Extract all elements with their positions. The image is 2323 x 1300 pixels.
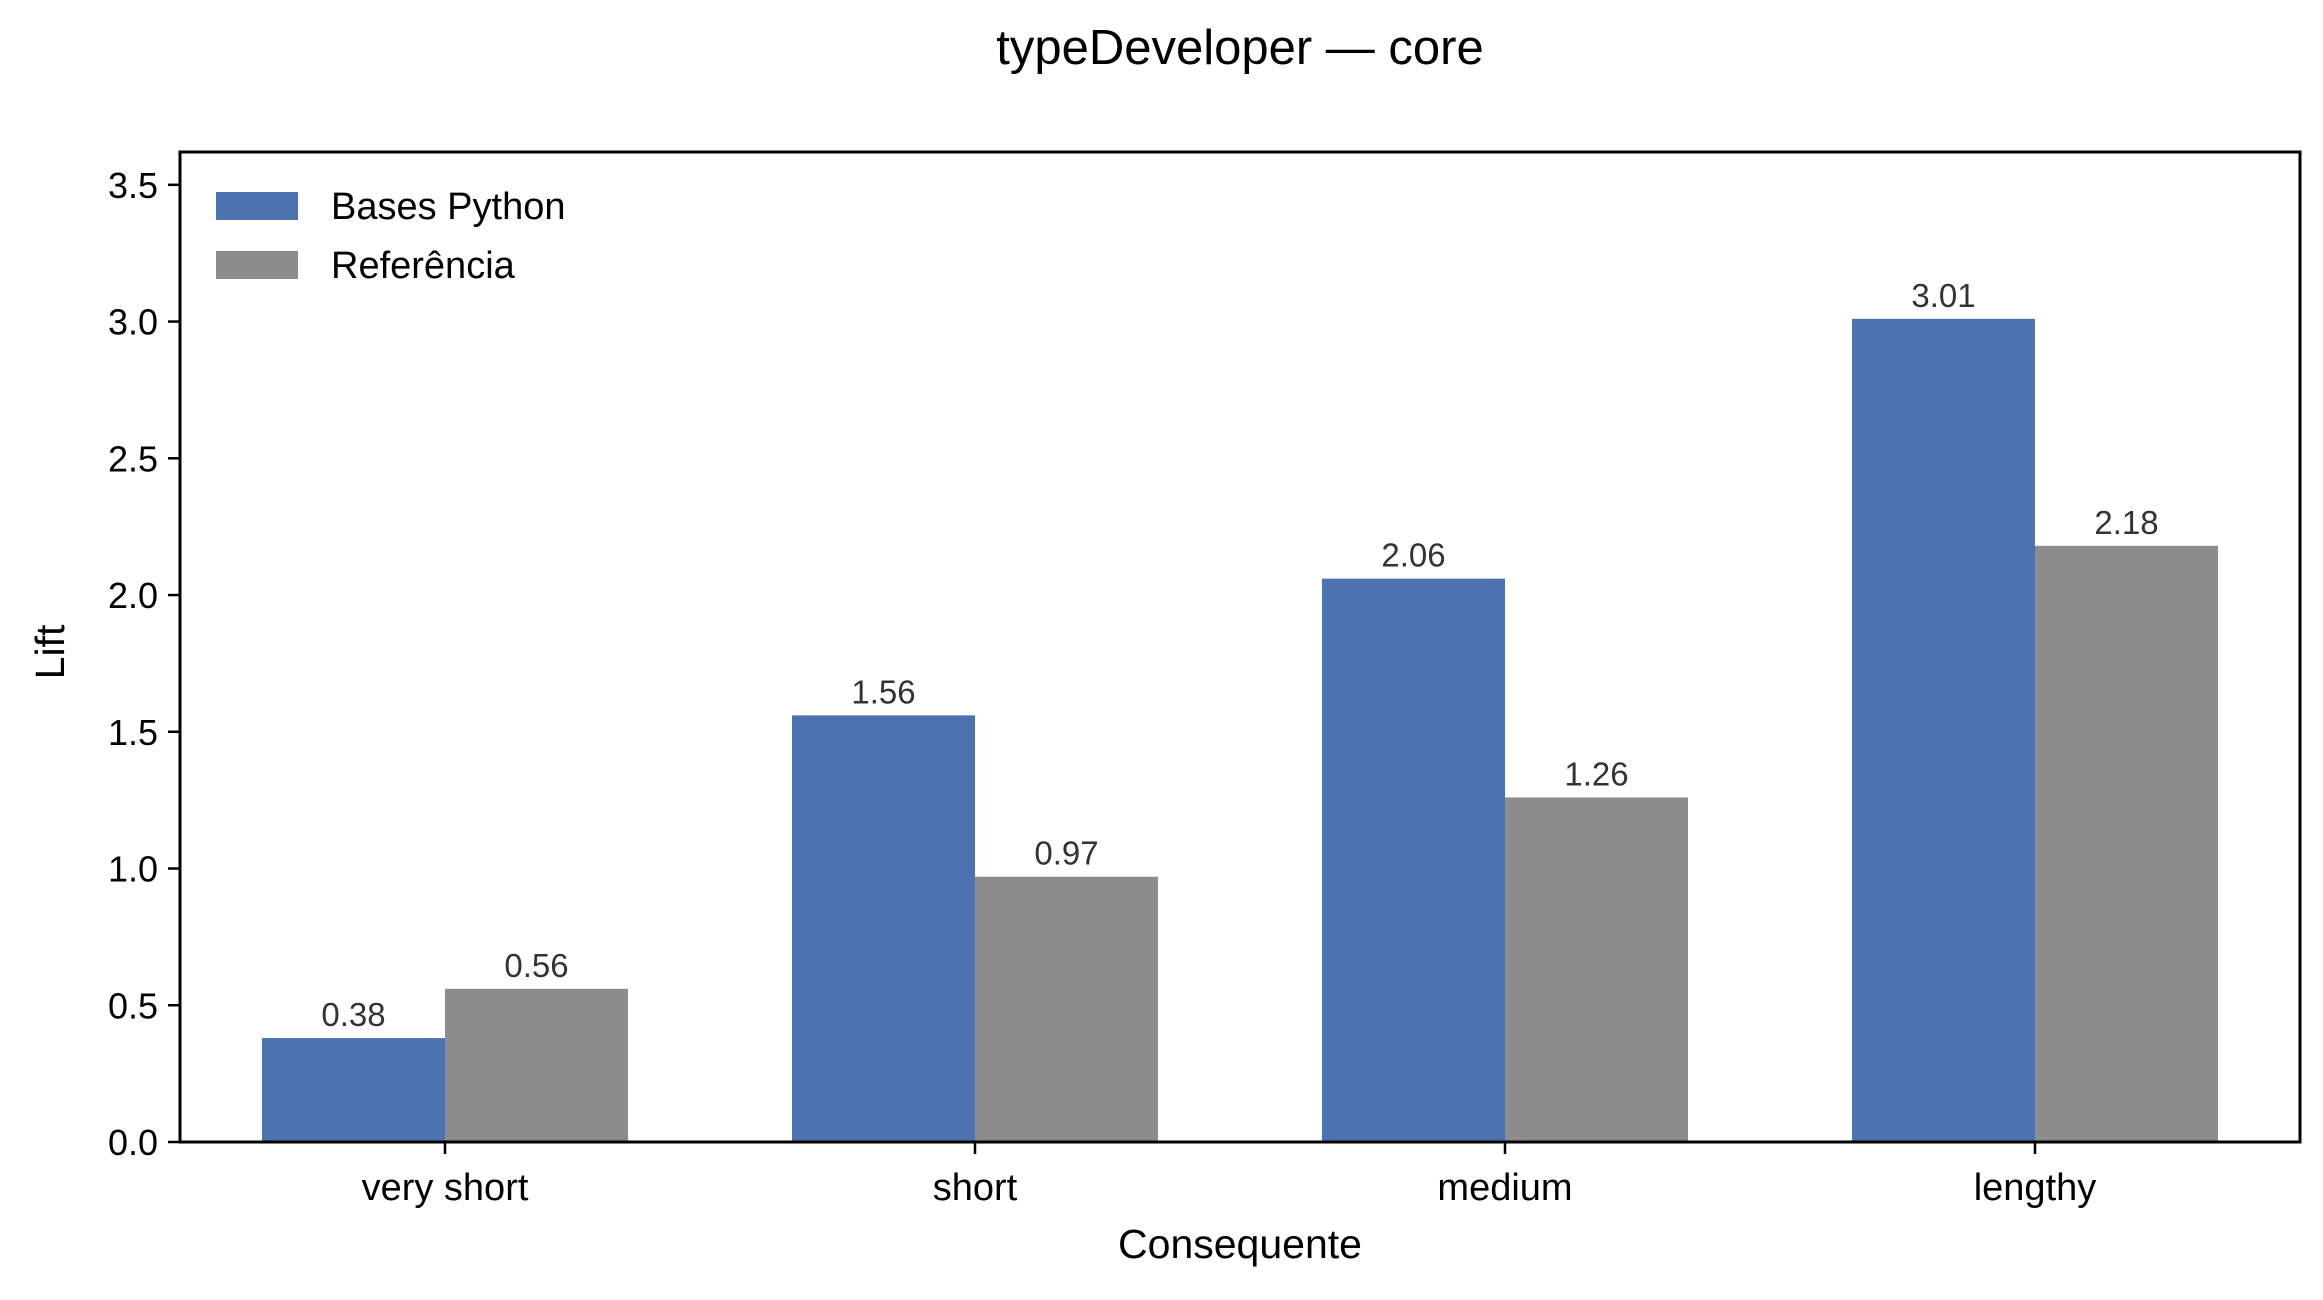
data-label-bases-python-short: 1.56: [851, 673, 915, 710]
data-label-referencia-medium: 1.26: [1564, 755, 1628, 792]
chart-title: typeDeveloper — core: [996, 21, 1484, 75]
x-tick-label-lengthy: lengthy: [1974, 1167, 2097, 1209]
data-label-referencia-very-short: 0.56: [504, 947, 568, 984]
x-tick-label-medium: medium: [1437, 1167, 1572, 1209]
legend: Bases Python Referência: [216, 186, 565, 287]
x-tick-label-short: short: [933, 1167, 1018, 1209]
data-labels-layer: 0.38 0.56 1.56 0.97 2.06 1.26 3.01 2.18: [321, 277, 2158, 1033]
bar-referencia-medium: [1505, 797, 1688, 1142]
x-tick-label-very-short: very short: [362, 1167, 529, 1209]
y-tick-label: 3.0: [108, 302, 158, 343]
x-axis-title: Consequente: [1118, 1221, 1362, 1267]
bars-layer: [262, 318, 2218, 1142]
bar-referencia-lengthy: [2035, 545, 2218, 1142]
legend-swatch-bases-python: [216, 192, 298, 220]
data-label-bases-python-very-short: 0.38: [321, 996, 385, 1033]
y-tick-label: 2.5: [108, 438, 158, 479]
plot-frame: [178, 150, 2302, 1144]
data-label-referencia-lengthy: 2.18: [2094, 504, 2158, 541]
x-axis: very short short medium lengthy: [362, 1142, 2097, 1209]
y-tick-label: 0.0: [108, 1122, 158, 1163]
y-tick-label: 3.5: [108, 165, 158, 206]
data-label-bases-python-medium: 2.06: [1381, 537, 1445, 574]
bar-referencia-very-short: [445, 988, 628, 1142]
legend-label-referencia: Referência: [331, 245, 516, 287]
legend-label-bases-python: Bases Python: [331, 186, 565, 228]
y-tick-label: 1.0: [108, 849, 158, 890]
y-axis-title: Lift: [27, 624, 73, 679]
y-axis: 0.0 0.5 1.0 1.5 2.0 2.5 3.0 3.5: [108, 165, 180, 1163]
bar-bases-python-medium: [1322, 578, 1505, 1142]
y-tick-label: 0.5: [108, 985, 158, 1026]
y-tick-label: 1.5: [108, 712, 158, 753]
legend-swatch-referencia: [216, 251, 298, 279]
data-label-referencia-short: 0.97: [1034, 835, 1098, 872]
y-tick-label: 2.0: [108, 575, 158, 616]
data-label-bases-python-lengthy: 3.01: [1911, 277, 1975, 314]
bar-bases-python-lengthy: [1852, 318, 2035, 1142]
bar-bases-python-very-short: [262, 1038, 445, 1142]
bar-bases-python-short: [792, 715, 975, 1142]
bar-referencia-short: [975, 876, 1158, 1142]
